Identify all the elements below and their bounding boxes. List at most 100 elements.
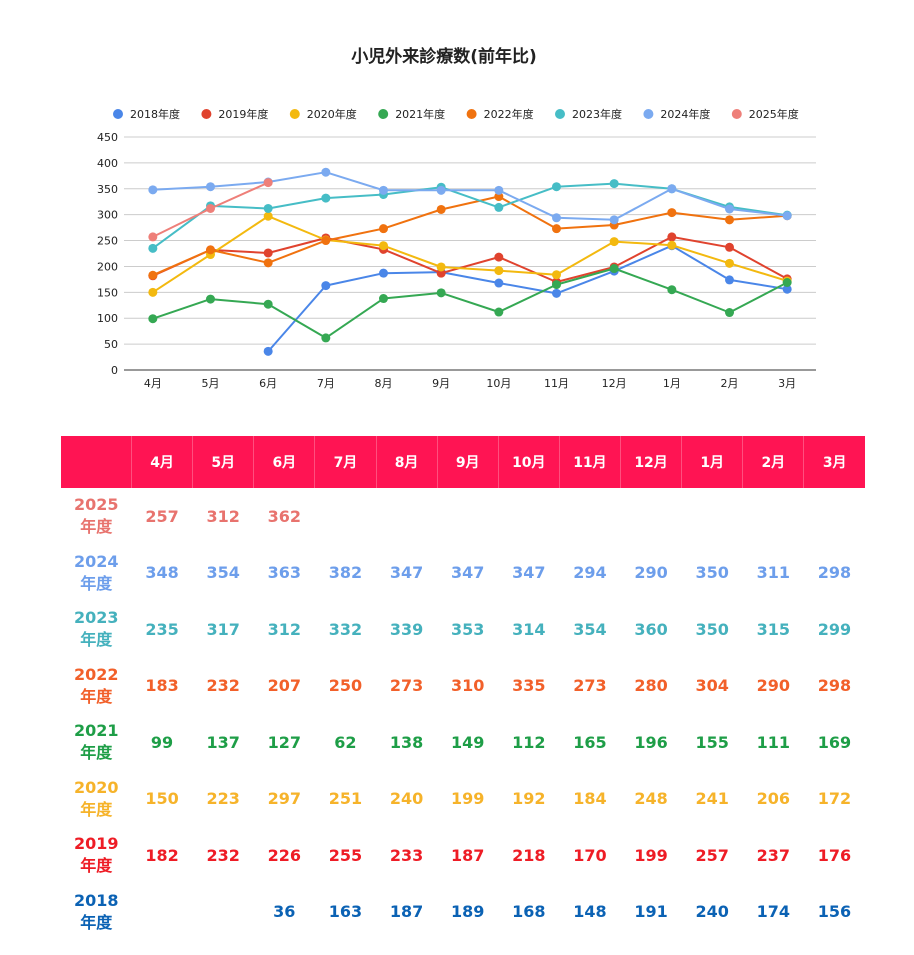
year-suffix: 年度	[80, 517, 113, 537]
data-point	[782, 284, 792, 294]
data-point	[436, 204, 446, 214]
table-cell: 155	[695, 732, 729, 752]
table-cell: 163	[328, 902, 363, 922]
table-cell: 191	[634, 902, 668, 922]
data-point	[494, 202, 504, 212]
table-cell: 350	[695, 619, 729, 639]
data-point	[206, 203, 215, 213]
table-cell: 240	[695, 902, 729, 922]
data-point	[494, 278, 504, 288]
table-cell: 257	[695, 845, 729, 865]
table-cell: 362	[267, 506, 302, 526]
data-point	[609, 179, 619, 189]
table-cell: 218	[512, 845, 546, 865]
legend-swatch	[378, 109, 389, 119]
month-header: 12月	[620, 436, 683, 488]
table-row: 2022 年度 183 232 207 250 273 310 335 273 280 304 290 2…	[61, 658, 865, 715]
data-point	[667, 208, 677, 218]
legend-item: 2024年度	[643, 107, 710, 121]
table-cell: 332	[328, 619, 363, 639]
table-cell: 312	[206, 506, 240, 526]
month-header: 2月	[742, 436, 805, 488]
month-header: 6月	[253, 436, 316, 488]
legend-label: 2020年度	[307, 107, 357, 121]
data-point	[552, 288, 561, 298]
table-cell: 237	[756, 845, 791, 865]
table-cell	[621, 488, 682, 545]
data-point	[206, 182, 215, 192]
table-row: 2025 年度 257 312 362	[61, 488, 865, 545]
table-cell	[315, 488, 376, 545]
table-cell: 169	[817, 732, 852, 752]
table-cell: 335	[512, 676, 546, 696]
legend-item: 2018年度	[113, 107, 180, 121]
x-tick-label: 11月	[544, 377, 569, 390]
data-point	[494, 192, 504, 202]
legend-item: 2022年度	[466, 107, 534, 121]
series-line	[152, 171, 788, 221]
table-cell: 312	[267, 619, 302, 639]
table-cell: 226	[267, 845, 302, 865]
table-cell: 235	[145, 619, 179, 639]
table-cell: 280	[634, 676, 668, 696]
chart-series	[148, 167, 792, 356]
table-cell: 298	[817, 676, 852, 696]
legend-label: 2023年度	[572, 107, 622, 121]
table-cell: 350	[695, 563, 729, 583]
data-point	[552, 270, 561, 280]
legend-swatch	[113, 109, 123, 119]
year-number: 2021	[73, 721, 119, 741]
x-tick-label: 2月	[721, 377, 739, 390]
data-point	[436, 262, 446, 272]
x-tick-label: 5月	[202, 377, 220, 390]
table-cell: 233	[389, 845, 424, 865]
table-cell: 311	[756, 563, 791, 583]
data-point	[436, 288, 446, 298]
table-cell: 192	[512, 789, 546, 809]
y-tick-label: 200	[97, 260, 118, 273]
data-point	[148, 314, 158, 324]
series-line	[152, 267, 788, 339]
x-tick-label: 10月	[486, 377, 511, 390]
table-cell: 360	[634, 619, 668, 639]
table-cell: 99	[150, 732, 174, 752]
table-cell: 172	[817, 789, 852, 809]
table-cell: 183	[145, 676, 179, 696]
month-header: 10月	[498, 436, 560, 488]
table-cell	[376, 488, 437, 545]
table-cell: 199	[450, 789, 485, 809]
data-point	[725, 308, 734, 318]
table-cell: 184	[573, 789, 607, 809]
table-cell: 250	[328, 676, 363, 696]
data-point	[321, 167, 331, 177]
table-row: 2023 年度 235 317 312 332 339 353 314 354 360 350 315 2…	[61, 601, 865, 658]
table-cell: 273	[573, 676, 607, 696]
chart-legend: 2018年度 2019年度 2020年度 2021年度 2022年度 2023年度 2024…	[113, 107, 799, 121]
legend-item: 2023年度	[555, 107, 622, 121]
table-cell: 290	[634, 563, 668, 583]
monthly-data-table: 4月 5月 6月 7月 8月 9月 10月 11月 12月 1月 2月 3月 2025 年度 257 312…	[61, 436, 865, 940]
table-cell: 150	[145, 789, 179, 809]
table-row: 2021 年度 99 137 127 62 138 149 112 165 196 155 111 169	[61, 714, 865, 771]
data-point	[725, 215, 734, 225]
legend-label: 2022年度	[484, 107, 534, 121]
y-tick-label: 100	[97, 312, 118, 325]
data-point	[321, 281, 331, 291]
x-tick-label: 12月	[602, 377, 627, 390]
data-point	[609, 215, 619, 225]
data-point	[494, 307, 504, 317]
year-suffix: 年度	[80, 630, 113, 650]
data-point	[725, 275, 734, 285]
month-header: 1月	[681, 436, 744, 488]
data-point	[206, 245, 215, 255]
series-line	[152, 195, 788, 277]
month-header: 11月	[559, 436, 622, 488]
table-cell: 111	[756, 732, 791, 752]
table-cell: 354	[206, 563, 240, 583]
table-cell	[804, 488, 865, 545]
year-number: 2020	[73, 777, 119, 797]
table-row: 2024 年度 348 354 363 382 347 347 347 294 290 350 311 2…	[61, 545, 865, 602]
year-label: 2025 年度	[61, 488, 132, 545]
table-cell: 137	[206, 732, 240, 752]
table-cell: 199	[634, 845, 668, 865]
